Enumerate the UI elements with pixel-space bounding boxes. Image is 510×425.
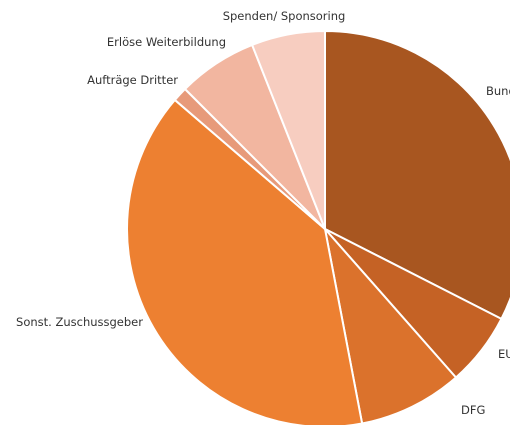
- pie-slice-bund: [324, 29, 510, 321]
- slice-label: Aufträge Dritter: [87, 73, 178, 87]
- pie-slices: [126, 29, 510, 425]
- slice-label: Bund: [486, 84, 510, 98]
- pie-slice-spenden-sponsoring: [250, 29, 326, 230]
- slice-labels: Bund EU DFG Sonst. Zuschussgeber Aufträge Dr…: [16, 9, 510, 417]
- pie-slice-dfg: [323, 225, 458, 425]
- slice-label: Sonst. Zuschussgeber: [16, 315, 143, 329]
- slice-label: EU: [498, 347, 510, 361]
- slice-label: Erlöse Weiterbildung: [107, 35, 226, 49]
- slice-label: Spenden/ Sponsoring: [223, 9, 346, 23]
- slice-label: DFG: [461, 403, 485, 417]
